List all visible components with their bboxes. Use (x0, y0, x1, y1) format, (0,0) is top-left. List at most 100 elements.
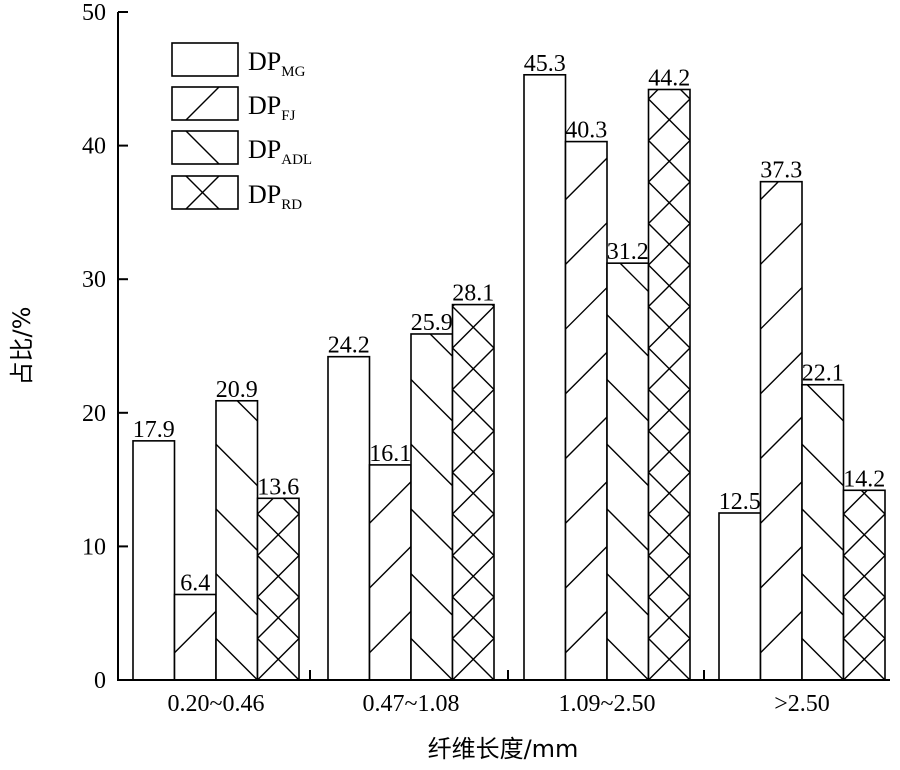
bar-fill (565, 141, 607, 680)
bar-fill (760, 181, 802, 680)
bar-fill (411, 333, 453, 680)
bar-fill (216, 400, 258, 680)
legend-label-main: DP (248, 91, 281, 120)
bar-hatch (174, 610, 216, 654)
x-tick-label: 1.09~2.50 (559, 691, 656, 717)
y-tick-label: 30 (82, 267, 106, 293)
data-label: 28.1 (452, 281, 494, 307)
bar (718, 512, 762, 680)
bar-fill (648, 89, 690, 680)
legend-label-sub: MG (281, 64, 305, 80)
legend-label-sub: FJ (281, 108, 295, 124)
bar (132, 440, 176, 680)
bar (256, 497, 300, 680)
axes: 0 10 20 30 40 50 0.20~0.46 0.47~1.08 1.09~2.50 >2… (82, 0, 890, 717)
legend-swatch (171, 130, 239, 165)
legend-label: DPMG (248, 47, 306, 80)
bar-outline (451, 303, 495, 680)
data-label: 45.3 (524, 51, 566, 77)
legend-label: DPFJ (248, 91, 296, 124)
bar-hatch (607, 263, 649, 680)
bar-fill (524, 74, 566, 680)
data-label: 20.9 (216, 377, 258, 403)
bar-outline (842, 489, 886, 680)
x-tick-label: 0.47~1.08 (363, 691, 460, 717)
legend-label-main: DP (248, 135, 281, 164)
y-tick-label: 20 (82, 401, 106, 427)
legend-swatch-hatch (185, 87, 220, 120)
legend-label-sub: RD (281, 197, 302, 213)
bar-fill (328, 356, 370, 680)
bar (523, 73, 567, 680)
bar-hatch (257, 498, 299, 680)
data-label: 40.3 (565, 118, 607, 144)
data-label: 13.6 (257, 474, 299, 500)
legend-swatch (171, 86, 239, 121)
bar-fill (719, 513, 761, 680)
legend-label-sub: ADL (281, 152, 312, 168)
legend-swatch-hatch (185, 131, 220, 164)
legend-item: DPMG (171, 42, 306, 80)
bar-fill (369, 464, 411, 680)
bar (759, 180, 803, 680)
bar (215, 399, 259, 680)
y-tick-label: 10 (82, 534, 106, 560)
data-label: 37.3 (760, 158, 802, 184)
y-tick-label: 50 (82, 0, 106, 26)
x-axis-label: 纤维长度/mm (428, 735, 579, 763)
bar-hatch (802, 384, 844, 680)
legend-swatch (171, 175, 239, 210)
data-label: 24.2 (328, 333, 370, 359)
bar-fill (607, 263, 649, 680)
bar (842, 489, 886, 680)
bar (801, 383, 845, 680)
legend-item: DPADL (171, 130, 312, 168)
legend-label: DPRD (248, 180, 302, 213)
bar-hatch (452, 304, 494, 680)
bar (647, 88, 691, 680)
y-tick-label: 40 (82, 134, 106, 160)
y-tick-label: 0 (94, 668, 106, 694)
bar-outline (647, 88, 691, 680)
data-label: 17.9 (133, 417, 175, 443)
bar-fill (174, 594, 216, 680)
bar (606, 262, 650, 680)
bar (327, 355, 371, 680)
data-label: 12.5 (719, 489, 761, 515)
legend-label-main: DP (248, 47, 281, 76)
data-label: 44.2 (648, 65, 690, 91)
bar (410, 333, 454, 680)
legend-label-main: DP (248, 180, 281, 209)
y-axis-label: 占比/% (8, 307, 36, 386)
data-label: 16.1 (369, 441, 411, 467)
legend-swatch-hatch (185, 176, 220, 209)
legend-item: DPRD (171, 175, 302, 213)
bar (173, 593, 217, 680)
legend-swatch (171, 42, 239, 77)
x-tick-label: 0.20~0.46 (168, 691, 265, 717)
bar-hatch (216, 400, 258, 680)
bar-fill (133, 440, 175, 680)
legend-item: DPFJ (171, 86, 296, 124)
legend-label: DPADL (248, 135, 312, 168)
data-labels-layer: 17.9 24.2 45.3 12.5 6.4 16.1 40.3 37.3 20.9 25.9 3… (133, 51, 886, 597)
bar-hatch (369, 481, 411, 654)
bar (564, 140, 608, 680)
bar-fill (257, 498, 299, 680)
bar (451, 303, 495, 680)
x-tick-label: >2.50 (774, 691, 830, 717)
bar-fill (843, 490, 885, 680)
data-label: 6.4 (180, 570, 210, 596)
data-label: 14.2 (843, 466, 885, 492)
bar-hatch (760, 181, 802, 654)
bar-hatch (565, 157, 607, 654)
data-label: 25.9 (411, 310, 453, 336)
data-label: 22.1 (802, 361, 844, 387)
bar-hatch (648, 89, 690, 680)
bar-fill (802, 384, 844, 680)
bar-hatch (843, 490, 885, 680)
data-label: 31.2 (607, 239, 649, 265)
bars-layer (132, 73, 886, 680)
